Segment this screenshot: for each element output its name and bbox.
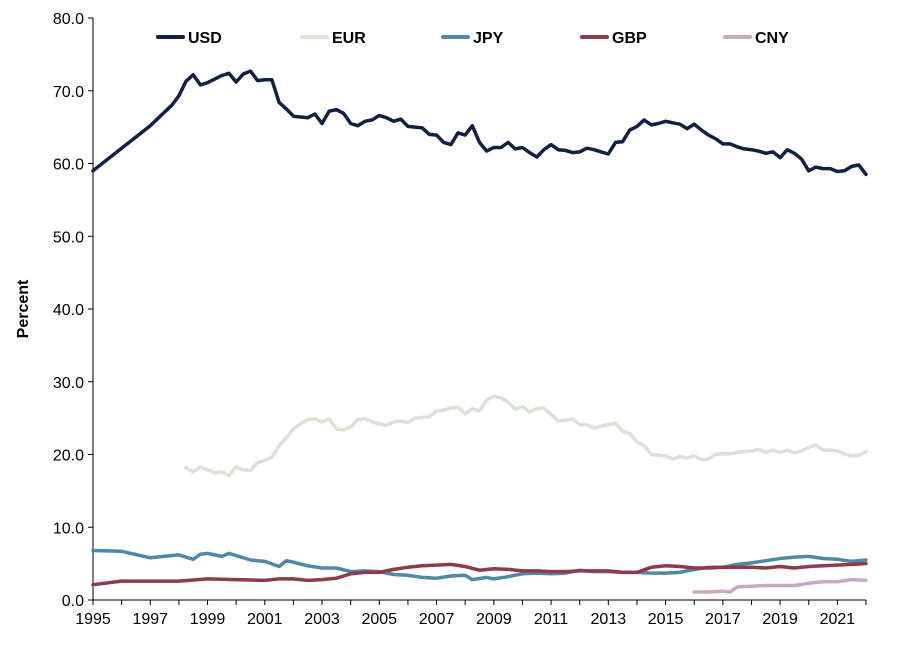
x-tick-label: 2005	[361, 611, 397, 628]
y-tick-label: 20.0	[53, 448, 84, 465]
series-lines	[91, 69, 868, 594]
x-tick-label: 2009	[476, 611, 512, 628]
x-tick-label: 2007	[419, 611, 455, 628]
y-tick-label: 50.0	[53, 229, 84, 246]
y-tick-label: 10.0	[53, 520, 84, 537]
series-line-eur	[184, 394, 868, 478]
x-tick-label: 1995	[75, 611, 111, 628]
series-line-usd	[91, 69, 868, 177]
legend: USD EUR JPY GBP CNY	[156, 30, 789, 47]
legend-label-cny: CNY	[755, 30, 789, 47]
x-tick-label: 2021	[820, 611, 856, 628]
y-axis-label: Percent	[15, 279, 32, 338]
series-line-gbp	[91, 561, 868, 587]
x-tick-label: 2015	[648, 611, 684, 628]
x-tick-label: 2013	[591, 611, 627, 628]
legend-label-gbp: GBP	[612, 30, 647, 47]
y-tick-label: 80.0	[53, 11, 84, 28]
x-tick-label: 2019	[762, 611, 798, 628]
series-line-jpy	[91, 548, 868, 582]
x-tick-label: 1997	[132, 611, 168, 628]
y-tick-label: 40.0	[53, 302, 84, 319]
axes: 0.0 10.0 20.0 30.0 40.0 50.0 60.0 70.0 80.0 1995 1…	[53, 11, 867, 628]
x-tick-label: 1999	[190, 611, 226, 628]
x-tick-label: 2017	[705, 611, 741, 628]
x-tick-label: 2003	[304, 611, 340, 628]
y-tick-label: 0.0	[62, 593, 84, 610]
y-tick-label: 60.0	[53, 157, 84, 174]
x-tick-label: 2001	[247, 611, 283, 628]
legend-label-eur: EUR	[332, 30, 366, 47]
legend-label-jpy: JPY	[473, 30, 504, 47]
y-tick-label: 70.0	[53, 84, 84, 101]
legend-label-usd: USD	[188, 30, 222, 47]
y-tick-label: 30.0	[53, 375, 84, 392]
series-line-cny	[692, 577, 868, 594]
x-tick-label: 2011	[534, 611, 569, 628]
